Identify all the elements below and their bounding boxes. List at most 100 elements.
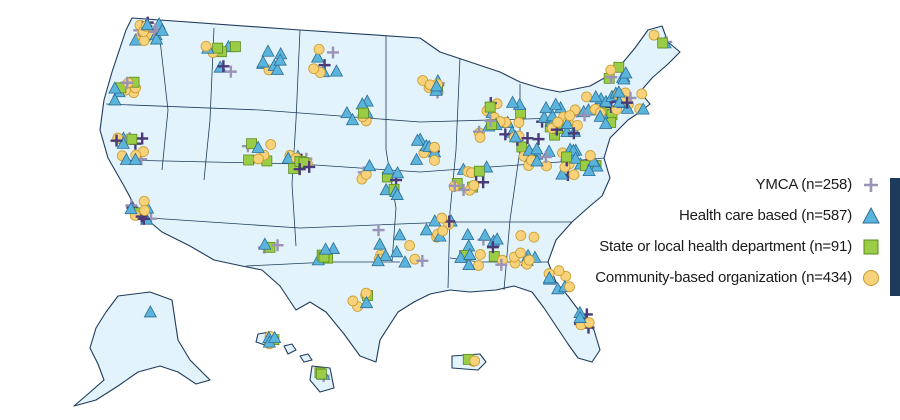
health-care-marker	[378, 248, 393, 261]
legend-label-health-dept: State or local health department (n=91)	[599, 238, 852, 255]
ymca-marker	[484, 114, 497, 127]
ymca-marker	[136, 132, 149, 145]
legend-item-health-care: Health care based (n=587)	[610, 203, 890, 234]
community-marker	[513, 117, 525, 128]
health-care-marker	[393, 228, 407, 241]
health-care-marker	[345, 112, 360, 126]
health-care-marker	[619, 66, 633, 79]
ymca-marker	[457, 183, 470, 196]
ymca-marker	[495, 258, 508, 271]
health-care-marker	[429, 79, 444, 92]
health-care-marker	[326, 241, 341, 254]
ymca-marker	[326, 46, 339, 59]
community-marker	[308, 63, 320, 75]
alaska-outline	[73, 291, 211, 407]
health-care-marker	[128, 152, 143, 165]
state-outlines	[73, 17, 681, 407]
health-care-marker	[373, 237, 387, 250]
health-dept-marker	[315, 368, 327, 380]
health-care-marker	[310, 50, 325, 63]
circle-icon	[863, 270, 879, 286]
health-care-marker	[261, 44, 275, 57]
health-care-marker	[490, 232, 504, 245]
health-care-marker	[143, 305, 158, 318]
community-marker	[559, 161, 571, 173]
legend-label-health-care: Health care based (n=587)	[678, 207, 852, 224]
health-dept-marker	[486, 119, 498, 130]
community-marker	[584, 150, 596, 161]
health-care-marker	[108, 93, 122, 106]
health-care-marker	[116, 136, 130, 149]
legend-label-ymca: YMCA (n=258)	[755, 176, 853, 193]
health-care-marker	[390, 166, 405, 179]
health-care-marker	[256, 55, 270, 68]
community-marker	[468, 179, 480, 191]
health-care-marker	[273, 53, 287, 66]
community-marker	[265, 139, 277, 150]
community-marker	[568, 169, 580, 181]
legend-item-community: Community-based organization (n=434)	[595, 265, 890, 296]
community-marker	[515, 230, 527, 241]
community-marker	[581, 91, 592, 103]
community-marker	[474, 131, 486, 143]
health-care-marker	[589, 89, 603, 103]
legend: YMCA (n=258) Health care based (n=587) S…	[595, 172, 890, 296]
ymca-marker	[539, 151, 552, 164]
health-care-marker	[398, 255, 412, 268]
community-marker	[474, 249, 486, 260]
health-care-marker	[270, 62, 285, 75]
community-marker	[528, 231, 540, 243]
health-care-marker	[612, 85, 626, 98]
community-marker	[200, 40, 212, 52]
health-care-marker	[119, 152, 134, 165]
health-care-marker	[149, 32, 164, 45]
community-marker	[473, 260, 484, 271]
community-marker	[429, 155, 440, 166]
health-care-marker	[560, 116, 575, 129]
community-marker	[138, 195, 150, 207]
health-care-marker	[390, 187, 404, 200]
health-care-marker	[318, 242, 333, 255]
health-care-marker	[462, 257, 476, 271]
health-care-marker	[539, 100, 553, 114]
community-marker	[347, 295, 359, 307]
ymca-marker	[532, 133, 545, 146]
ymca-marker	[521, 132, 534, 145]
triangle-icon	[862, 206, 880, 224]
health-care-marker	[582, 163, 596, 176]
health-care-marker	[124, 201, 138, 215]
health-care-marker	[568, 151, 583, 164]
ymca-marker	[620, 96, 633, 109]
health-care-marker	[555, 167, 569, 180]
health-dept-marker	[212, 42, 224, 54]
ymca-marker	[271, 239, 284, 252]
health-dept-marker	[561, 151, 572, 163]
health-care-marker	[371, 253, 385, 267]
community-marker	[313, 43, 325, 55]
community-marker	[138, 35, 150, 46]
legend-label-community: Community-based organization (n=434)	[595, 269, 852, 286]
legend-item-health-dept: State or local health department (n=91)	[599, 234, 890, 265]
plus-icon	[864, 178, 878, 192]
health-care-marker	[505, 95, 520, 108]
health-care-marker	[530, 142, 544, 155]
community-marker	[404, 240, 416, 251]
hawaii-island-2	[283, 343, 297, 355]
health-dept-marker	[230, 41, 241, 53]
health-care-marker	[340, 105, 354, 119]
health-care-marker	[409, 152, 424, 165]
health-care-marker	[251, 140, 265, 153]
ymca-marker	[416, 254, 429, 267]
health-care-marker	[549, 97, 563, 110]
community-marker	[564, 110, 576, 122]
ymca-marker	[110, 134, 123, 147]
ymca-marker	[293, 163, 306, 176]
ymca-marker	[224, 65, 237, 78]
health-care-marker	[329, 64, 344, 77]
community-marker	[564, 281, 575, 293]
hawaii-island-3	[299, 353, 313, 363]
health-dept-marker	[243, 154, 254, 166]
health-care-marker	[359, 295, 374, 309]
ymca-marker	[486, 241, 499, 254]
